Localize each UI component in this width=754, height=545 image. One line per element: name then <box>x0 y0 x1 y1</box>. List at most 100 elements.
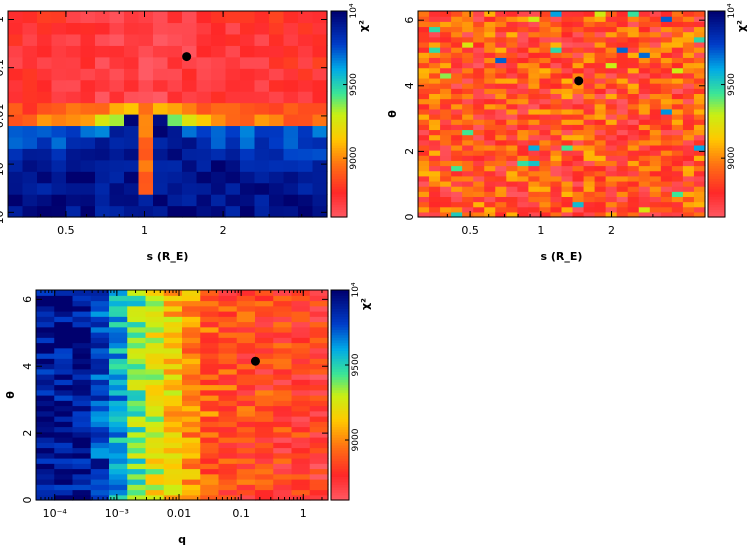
colorbar-segment <box>708 62 725 66</box>
heatmap-cell <box>528 119 541 125</box>
heatmap-cell <box>462 93 474 100</box>
heatmap-cell <box>528 98 541 105</box>
heatmap-cell <box>627 124 640 131</box>
heatmap-cell <box>583 98 596 105</box>
heatmap-cell <box>236 358 256 365</box>
heatmap-cell <box>309 405 329 412</box>
heatmap-cell <box>440 31 452 38</box>
heatmap-cell <box>429 98 441 105</box>
heatmap-cell <box>236 347 256 354</box>
heatmap-cell <box>495 165 507 172</box>
heatmap-cell <box>298 136 314 149</box>
heatmap-cell <box>671 21 684 28</box>
heatmap-cell <box>273 353 293 359</box>
heatmap-cell <box>225 45 241 58</box>
heatmap-cell <box>254 68 270 81</box>
heatmap-cell <box>484 31 496 38</box>
colorbar-segment <box>331 410 349 414</box>
colorbar-segment <box>708 70 725 74</box>
heatmap-cell <box>218 447 238 454</box>
colorbar-segment <box>708 103 725 107</box>
heatmap-cell <box>109 305 128 312</box>
heatmap-cell <box>225 205 241 218</box>
heatmap-cell <box>66 11 82 24</box>
colorbar-segment <box>331 297 349 302</box>
heatmap-cell <box>54 410 74 417</box>
heatmap-cell <box>255 494 274 501</box>
heatmap-cell <box>236 484 256 491</box>
heatmap-cell <box>236 405 256 412</box>
heatmap-cell <box>583 67 596 74</box>
heatmap-cell <box>682 180 695 187</box>
heatmap-cell <box>550 21 563 28</box>
heatmap-cell <box>473 206 485 213</box>
heatmap-cell <box>616 144 629 151</box>
heatmap-cell <box>218 426 238 433</box>
heatmap-cell <box>506 114 518 120</box>
colorbar-segment <box>331 90 347 95</box>
heatmap-cell <box>671 11 684 17</box>
heatmap-cell <box>495 134 507 141</box>
heatmap-cell <box>36 368 55 375</box>
heatmap-cell <box>218 452 238 459</box>
heatmap-cell <box>462 206 474 213</box>
heatmap-cell <box>682 36 695 43</box>
colorbar-segment <box>708 150 725 154</box>
heatmap-cell <box>517 144 529 151</box>
colorbar-segment <box>331 147 347 151</box>
heatmap-cell <box>418 21 430 28</box>
heatmap-cell <box>218 395 238 401</box>
heatmap-cell <box>255 421 274 428</box>
heatmap-cell <box>8 114 24 127</box>
heatmap-cell <box>671 36 684 43</box>
heatmap-cell <box>572 114 585 120</box>
heatmap-cell <box>309 342 329 349</box>
heatmap-cell <box>528 211 541 218</box>
heatmap-cell <box>660 31 673 38</box>
heatmap-cell <box>90 410 110 417</box>
heatmap-cell <box>539 77 552 84</box>
heatmap-cell <box>196 79 212 92</box>
heatmap-cell <box>109 421 128 428</box>
heatmap-cell <box>90 300 110 307</box>
heatmap-cell <box>54 363 74 370</box>
heatmap-cell <box>682 155 695 161</box>
heatmap-cell <box>418 114 430 120</box>
colorbar-segment <box>331 173 347 177</box>
heatmap-cell <box>163 426 183 433</box>
heatmap-cell <box>693 191 706 197</box>
heatmap-cell <box>583 144 596 151</box>
heatmap-cell <box>638 206 651 213</box>
heatmap-cell <box>255 405 274 412</box>
heatmap-cell <box>517 165 529 172</box>
colorbar-tick-label: 10⁴ <box>349 3 359 18</box>
colorbar-segment <box>708 36 725 40</box>
heatmap-cell <box>182 342 201 349</box>
heatmap-cell <box>127 290 147 296</box>
heatmap-cell <box>66 159 82 172</box>
heatmap-cell <box>627 36 640 43</box>
heatmap-cell <box>638 150 651 156</box>
heatmap-cell <box>627 129 640 136</box>
heatmap-cell <box>218 342 238 349</box>
heatmap-cell <box>309 305 329 312</box>
heatmap-cell <box>51 136 67 149</box>
heatmap-cell <box>660 119 673 125</box>
heatmap-cell <box>594 88 607 94</box>
heatmap-cell <box>572 21 585 28</box>
heatmap-cell <box>616 41 629 48</box>
heatmap-cell <box>517 186 529 192</box>
heatmap-cell <box>37 102 53 115</box>
heatmap-cell <box>54 489 74 496</box>
heatmap-cell <box>660 67 673 74</box>
colorbar-segment <box>331 473 349 477</box>
heatmap-cell <box>127 384 147 391</box>
heatmap-cell <box>273 437 293 443</box>
heatmap-cell <box>506 93 518 100</box>
colorbar-segment <box>331 119 347 123</box>
colorbar-segment <box>331 421 349 425</box>
heatmap-cell <box>273 321 293 328</box>
colorbar-segment <box>708 72 725 76</box>
heatmap-cell <box>473 211 485 218</box>
heatmap-cell <box>127 332 147 338</box>
